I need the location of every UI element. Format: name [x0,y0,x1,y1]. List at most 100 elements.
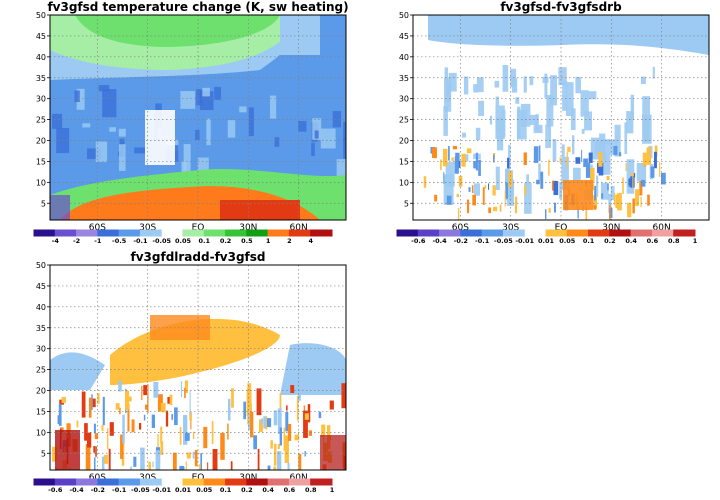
colorbar-swatch [118,229,141,237]
y-tick-label: 25 [36,116,46,125]
x-tick-label: EQ [555,223,568,233]
colorbar-label: -0.1 [133,237,148,245]
x-tick-label: 30S [139,223,156,233]
colorbar-swatch [76,478,99,486]
colorbar-label: -0.01 [152,486,171,494]
y-tick-label: 10 [36,178,46,187]
colorbar-swatch [417,229,441,237]
y-tick-label: 15 [36,157,46,166]
colorbar-label: -0.4 [69,486,84,494]
colorbar-swatch [630,229,653,237]
y-tick-label: 40 [399,53,409,62]
colorbar-swatch [203,229,227,237]
colorbar-label: -0.6 [411,237,426,245]
colorbar-swatch [161,479,183,485]
colorbar-swatch [267,229,290,237]
y-tick-label: 50 [399,11,409,20]
colorbar-label: 0.4 [262,486,274,494]
colorbar-swatch [524,230,546,236]
colorbar-swatch [310,229,333,237]
colorbar-swatch [182,478,205,486]
colorbar-swatch [673,229,696,237]
y-tick-label: 30 [36,95,46,104]
colorbar-label: 1 [693,237,698,245]
x-tick-label: 30S [139,473,156,483]
y-tick-label: 10 [399,178,409,187]
x-tick-label: 60N [290,473,308,483]
colorbar-label: 0.2 [604,237,616,245]
colorbar-label: -0.1 [475,237,490,245]
colorbar-swatch [588,229,611,237]
colorbar-swatch [545,229,568,237]
x-tick-label: 60S [89,473,106,483]
y-tick-label: 45 [36,282,46,291]
plot-frame [49,264,347,471]
colorbar-label: 0.2 [220,237,232,245]
colorbar-label: 0.1 [220,486,232,494]
colorbar: -4 -2 -1 -0.5 -0.1 -0.05 0.05 0.1 0.2 0.5 1 2 4 [33,229,333,245]
x-tick-label: 60S [452,223,469,233]
x-tick-label: 60N [290,223,308,233]
y-tick-label: 25 [36,366,46,375]
colorbar-label: -2 [73,237,80,245]
colorbar-label: -0.6 [48,486,63,494]
colorbar-label: -4 [52,237,60,245]
y-tick-label: 20 [36,387,46,396]
colorbar-label: -0.05 [494,237,513,245]
colorbar-label: 2 [287,237,292,245]
chart-title: fv3gfsd-fv3gfsdrb [500,0,622,14]
y-tick-label: 5 [404,199,409,208]
y-tick-label: 5 [41,199,46,208]
colorbar-label: 0.1 [583,237,595,245]
colorbar: -0.6 -0.4 -0.2 -0.1 -0.05 -0.01 0.01 0.05 0.1 0.2… [33,478,335,494]
colorbar-label: -1 [94,237,102,245]
colorbar-label: 0.01 [175,486,192,494]
x-tick-label: 30N [239,223,257,233]
y-tick-label: 35 [36,74,46,83]
colorbar-swatch [288,229,312,237]
y-tick-label: 50 [36,11,46,20]
colorbar-swatch [481,229,504,237]
heatmap-field [50,265,346,470]
y-tick-label: 40 [36,303,46,312]
colorbar-swatch [396,229,419,237]
colorbar-label: 0.01 [538,237,555,245]
colorbar-label: 0.6 [647,237,659,245]
colorbar-swatch [139,229,163,237]
colorbar-swatch [182,229,205,237]
colorbar-label: -0.01 [515,237,534,245]
colorbar-label: 0.05 [196,486,213,494]
colorbar-swatch [439,229,462,237]
x-tick-label: 30N [239,473,257,483]
colorbar-label: 0.8 [305,486,317,494]
x-tick-label: 60S [89,223,106,233]
y-tick-label: 45 [36,32,46,41]
colorbar-label: -0.5 [112,237,127,245]
chart-title: fv3gfsd temperature change (K, sw heatin… [47,0,348,14]
colorbar-swatch [139,478,163,486]
colorbar-swatch [118,478,141,486]
colorbar-swatch [566,229,590,237]
colorbar-label: 0.2 [241,486,253,494]
colorbar-swatch [33,478,56,486]
colorbar-swatch [97,229,120,237]
colorbar-swatch [502,229,526,237]
colorbar-label: -0.05 [152,237,171,245]
y-tick-label: 20 [399,137,409,146]
chart-title: fv3gfdlradd-fv3gfsd [130,250,265,264]
y-tick-label: 35 [36,324,46,333]
x-tick-label: 60N [653,223,671,233]
colorbar-swatch [203,478,227,486]
colorbar-swatch [33,229,56,237]
colorbar-label: 4 [308,237,313,245]
colorbar-swatch [267,478,290,486]
heatmap-field [413,15,709,220]
colorbar-label: 0.05 [175,237,192,245]
colorbar-label: 1 [266,237,271,245]
heatmap-field [50,15,346,220]
colorbar-swatch [651,229,675,237]
colorbar-swatch [609,229,632,237]
chart-panel-3: fv3gfdlradd-fv3gfsd 5 10 15 20 25 30 35 40 45 50 60… [33,250,347,494]
colorbar-label: -0.2 [91,486,105,494]
